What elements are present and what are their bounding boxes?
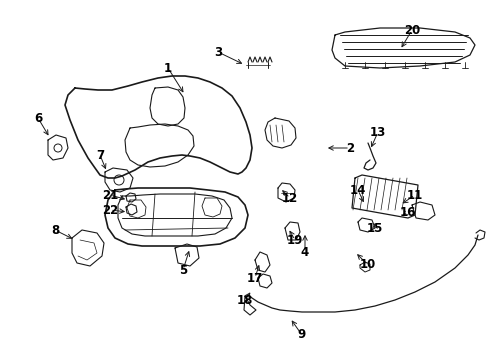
Text: 17: 17: [246, 271, 263, 284]
Text: 19: 19: [286, 234, 303, 247]
Text: 16: 16: [399, 206, 415, 219]
Text: 22: 22: [102, 203, 118, 216]
Text: 11: 11: [406, 189, 422, 202]
Text: 3: 3: [214, 45, 222, 59]
Text: 2: 2: [345, 141, 353, 154]
Text: 18: 18: [236, 293, 253, 306]
Text: 9: 9: [297, 328, 305, 342]
Text: 15: 15: [366, 221, 383, 234]
Text: 13: 13: [369, 126, 386, 139]
Text: 12: 12: [281, 192, 298, 204]
Text: 7: 7: [96, 149, 104, 162]
Text: 14: 14: [349, 184, 366, 197]
Text: 1: 1: [163, 62, 172, 75]
Text: 10: 10: [359, 258, 375, 271]
Text: 21: 21: [102, 189, 118, 202]
Text: 8: 8: [51, 224, 59, 237]
Text: 20: 20: [403, 23, 419, 36]
Text: 5: 5: [179, 264, 187, 276]
Text: 4: 4: [300, 246, 308, 258]
Text: 6: 6: [34, 112, 42, 125]
